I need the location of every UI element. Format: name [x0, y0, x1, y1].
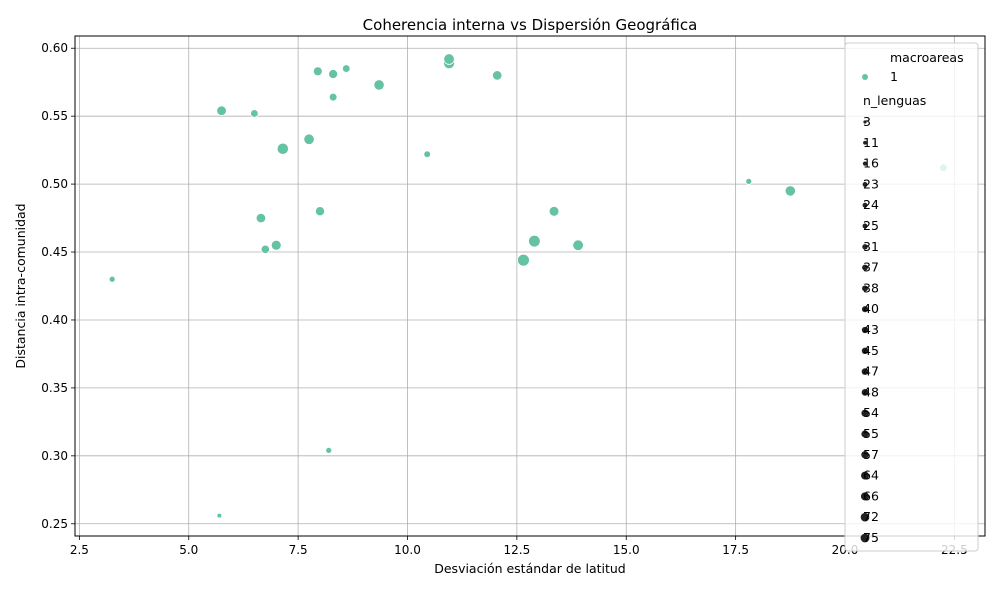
- x-axis-title: Desviación estándar de latitud: [434, 561, 626, 576]
- y-tick-label: 0.25: [41, 517, 68, 531]
- legend-size-marker: [860, 533, 870, 543]
- data-point: [255, 212, 267, 224]
- data-point: [276, 142, 289, 155]
- legend-size-marker: [862, 223, 868, 229]
- legend-size-label: 37: [863, 260, 879, 275]
- data-point: [745, 177, 753, 185]
- legend-size-label: 3: [863, 114, 871, 129]
- legend-size-label: 31: [863, 239, 879, 254]
- legend-size-marker: [861, 326, 869, 334]
- x-tick-label: 17.5: [722, 543, 749, 557]
- legend-size-label: 75: [863, 530, 879, 545]
- x-tick-label: 15.0: [613, 543, 640, 557]
- data-point: [314, 206, 326, 217]
- data-point: [517, 253, 530, 267]
- data-point: [325, 446, 333, 454]
- y-tick-label: 0.50: [41, 177, 68, 191]
- legend-size-marker: [862, 285, 868, 292]
- legend-size-marker: [861, 389, 869, 396]
- data-point: [216, 105, 227, 116]
- legend-size-label: 16: [863, 156, 879, 171]
- legend-size-marker: [861, 368, 869, 375]
- legend-size-marker: [863, 120, 867, 124]
- data-point: [342, 64, 351, 73]
- y-tick-label: 0.40: [41, 313, 68, 327]
- legend-size-label: 55: [863, 426, 879, 441]
- legend-items: macroareas 1 n_lenguas 3 11 16 23 24 25 31 37 38 40 4…: [860, 50, 964, 545]
- data-point: [443, 53, 455, 65]
- legend-hue-title: macroareas: [890, 50, 964, 65]
- legend-size-marker: [861, 347, 869, 355]
- x-tick-label: 7.5: [289, 543, 308, 557]
- data-point: [216, 512, 223, 519]
- legend-size-marker: [862, 182, 868, 187]
- data-point: [250, 109, 259, 118]
- legend-box: [844, 42, 979, 552]
- data-point: [328, 92, 338, 102]
- plot-frame: [74, 35, 986, 537]
- chart-title: Coherencia interna vs Dispersión Geográf…: [363, 16, 698, 34]
- y-axis-title: Distancia intra-comunidad: [13, 203, 28, 368]
- legend-size-marker: [862, 264, 868, 271]
- legend-size-marker: [863, 140, 867, 145]
- grid-lines: [75, 36, 985, 536]
- y-tick-label: 0.60: [41, 41, 68, 55]
- data-point: [312, 66, 323, 77]
- legend-size-label: 47: [863, 364, 879, 379]
- y-tick-label: 0.55: [41, 109, 68, 123]
- data-points: [108, 53, 948, 519]
- data-point: [328, 69, 339, 79]
- legend-size-label: 24: [863, 197, 879, 212]
- data-point: [784, 185, 796, 197]
- legend-size-marker: [860, 492, 870, 501]
- legend-size-label: 11: [863, 135, 879, 150]
- y-tick-label: 0.30: [41, 449, 68, 463]
- legend-size-title: n_lenguas: [863, 93, 926, 108]
- legend-size-label: 54: [863, 405, 879, 420]
- legend-size-label: 38: [863, 280, 879, 295]
- legend-size-marker: [861, 451, 869, 459]
- x-tick-label: 12.5: [504, 543, 531, 557]
- data-point: [528, 234, 541, 248]
- x-tick-label: 2.5: [70, 543, 89, 557]
- legend-size-label: 48: [863, 384, 879, 399]
- y-tick-label: 0.35: [41, 381, 68, 395]
- x-tick-label: 5.0: [179, 543, 198, 557]
- data-point: [270, 239, 282, 251]
- legend-size-marker: [862, 244, 868, 250]
- legend-size-marker: [860, 512, 870, 522]
- legend-size-label: 40: [863, 301, 879, 316]
- data-point: [572, 239, 584, 251]
- legend: macroareas 1 n_lenguas 3 11 16 23 24 25 31 37 38 40 4…: [844, 42, 979, 552]
- legend-size-marker: [862, 202, 868, 208]
- legend-size-label: 72: [863, 509, 879, 524]
- data-point: [108, 275, 116, 283]
- legend-size-marker: [862, 161, 868, 166]
- data-point: [303, 133, 315, 145]
- legend-size-marker: [861, 471, 869, 480]
- legend-size-label: 66: [863, 488, 879, 503]
- legend-size-label: 57: [863, 447, 879, 462]
- legend-size-label: 64: [863, 468, 879, 483]
- legend-hue-marker: [861, 73, 869, 81]
- legend-size-label: 43: [863, 322, 879, 337]
- x-tick-label: 10.0: [394, 543, 421, 557]
- legend-size-marker: [861, 306, 869, 313]
- axis-ticks: 2.55.07.510.012.515.017.520.022.50.250.3…: [41, 41, 967, 557]
- data-point: [548, 205, 560, 217]
- legend-size-label: 45: [863, 343, 879, 358]
- y-tick-label: 0.45: [41, 245, 68, 259]
- legend-size-marker: [861, 430, 869, 438]
- legend-size-marker: [861, 409, 869, 417]
- legend-hue-label: 1: [890, 69, 898, 84]
- data-point: [423, 150, 431, 158]
- data-point: [260, 244, 270, 254]
- legend-size-label: 23: [863, 176, 879, 191]
- data-point: [492, 70, 503, 81]
- legend-size-label: 25: [863, 218, 879, 233]
- data-point: [373, 79, 385, 91]
